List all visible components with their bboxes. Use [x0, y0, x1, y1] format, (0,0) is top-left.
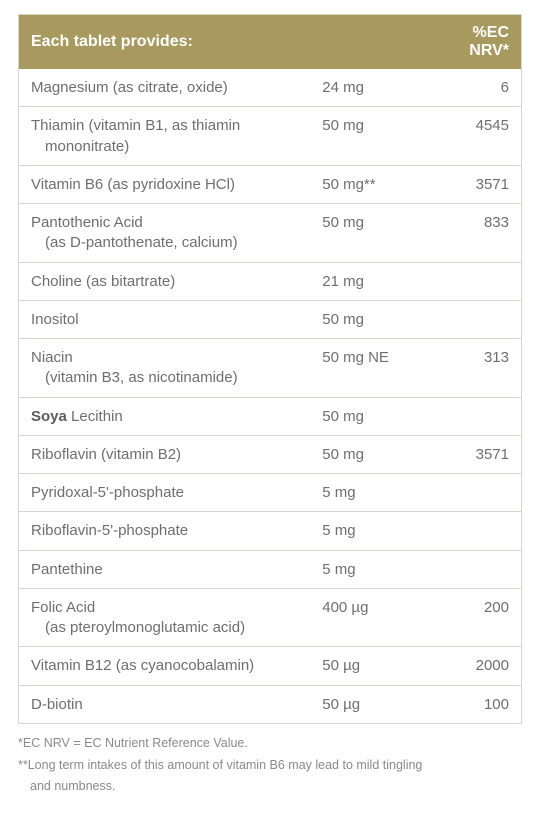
table-row: Soya Lecithin50 mg	[19, 397, 522, 435]
nutrient-nrv	[421, 512, 522, 550]
nutrient-nrv	[421, 262, 522, 300]
nutrient-name: Pyridoxal-5'-phosphate	[19, 474, 311, 512]
nutrient-name: Pantothenic Acid (as D-pantothenate, calc…	[19, 204, 311, 263]
table-row: Pantethine 5 mg	[19, 550, 522, 588]
nutrient-name: Vitamin B6 (as pyridoxine HCl)	[19, 165, 311, 203]
table-row: D-biotin 50 µg100	[19, 685, 522, 723]
table-row: Folic Acid (as pteroylmonoglutamic acid) 4…	[19, 588, 522, 647]
nutrient-name-text: Inositol	[31, 311, 79, 328]
nutrition-table: Each tablet provides: %EC NRV* Magnesium…	[18, 14, 522, 724]
nutrient-amount: 50 µg	[310, 685, 421, 723]
nutrient-name: D-biotin	[19, 685, 311, 723]
footnote-1: *EC NRV = EC Nutrient Reference Value.	[18, 734, 522, 753]
table-row: Thiamin (vitamin B1, as thiamin mononitra…	[19, 107, 522, 166]
footnote-2b: and numbness.	[18, 777, 522, 796]
nutrient-nrv: 100	[421, 685, 522, 723]
nutrient-name-text: Vitamin B12 (as cyanocobalamin)	[31, 657, 254, 674]
nutrient-name-sub: (as pteroylmonoglutamic acid)	[31, 618, 298, 638]
nutrient-nrv	[421, 550, 522, 588]
nutrient-name-sub: (as D-pantothenate, calcium)	[31, 233, 298, 253]
nutrient-name: Riboflavin-5'-phosphate	[19, 512, 311, 550]
header-left: Each tablet provides:	[19, 15, 421, 70]
nutrient-name-sub: (vitamin B3, as nicotinamide)	[31, 368, 298, 388]
table-row: Pantothenic Acid (as D-pantothenate, calc…	[19, 204, 522, 263]
nutrient-name-text: Pyridoxal-5'-phosphate	[31, 484, 184, 501]
nutrient-name: Inositol	[19, 300, 311, 338]
table-row: Vitamin B12 (as cyanocobalamin) 50 µg2000	[19, 647, 522, 685]
nutrient-amount: 50 mg	[310, 300, 421, 338]
nutrient-name-rest: Lecithin	[67, 408, 123, 425]
nutrient-nrv	[421, 300, 522, 338]
nutrient-name-text: Thiamin (vitamin B1, as thiamin	[31, 117, 240, 134]
nutrient-name: Niacin (vitamin B3, as nicotinamide)	[19, 339, 311, 398]
nutrient-name: Folic Acid (as pteroylmonoglutamic acid)	[19, 588, 311, 647]
nutrient-amount: 50 mg	[310, 397, 421, 435]
table-row: Niacin (vitamin B3, as nicotinamide) 50 mg…	[19, 339, 522, 398]
nutrient-name-text: Folic Acid	[31, 599, 95, 616]
nutrient-name-text: D-biotin	[31, 696, 83, 713]
nutrient-amount: 50 mg	[310, 107, 421, 166]
nutrient-amount: 50 mg**	[310, 165, 421, 203]
nutrient-name-text: Magnesium (as citrate, oxide)	[31, 79, 228, 96]
nutrient-amount: 5 mg	[310, 474, 421, 512]
nutrient-nrv: 2000	[421, 647, 522, 685]
nutrient-nrv: 833	[421, 204, 522, 263]
footnotes: *EC NRV = EC Nutrient Reference Value. *…	[18, 734, 522, 796]
nutrient-name: Thiamin (vitamin B1, as thiamin mononitra…	[19, 107, 311, 166]
header-right: %EC NRV*	[421, 15, 522, 70]
nutrient-name: Pantethine	[19, 550, 311, 588]
table-row: Vitamin B6 (as pyridoxine HCl) 50 mg**357…	[19, 165, 522, 203]
table-row: Riboflavin-5'-phosphate 5 mg	[19, 512, 522, 550]
nutrient-nrv: 313	[421, 339, 522, 398]
nutrient-name-bold: Soya	[31, 408, 67, 425]
nutrient-amount: 21 mg	[310, 262, 421, 300]
nutrient-nrv: 3571	[421, 435, 522, 473]
table-row: Choline (as bitartrate) 21 mg	[19, 262, 522, 300]
nutrient-name-text: Choline (as bitartrate)	[31, 273, 175, 290]
nutrient-amount: 50 µg	[310, 647, 421, 685]
nutrient-name-text: Riboflavin (vitamin B2)	[31, 446, 181, 463]
nutrient-name-text: Vitamin B6 (as pyridoxine HCl)	[31, 176, 235, 193]
nutrient-nrv: 200	[421, 588, 522, 647]
nutrient-amount: 24 mg	[310, 69, 421, 107]
nutrient-nrv	[421, 397, 522, 435]
nutrient-name-text: Pantothenic Acid	[31, 214, 143, 231]
nutrient-name-sub: mononitrate)	[31, 137, 298, 157]
nutrient-name: Magnesium (as citrate, oxide)	[19, 69, 311, 107]
nutrient-amount: 400 µg	[310, 588, 421, 647]
nutrient-name-text: Pantethine	[31, 561, 103, 578]
nutrient-amount: 5 mg	[310, 512, 421, 550]
table-row: Pyridoxal-5'-phosphate 5 mg	[19, 474, 522, 512]
table-header-row: Each tablet provides: %EC NRV*	[19, 15, 522, 70]
footnote-2a: **Long term intakes of this amount of vi…	[18, 756, 522, 775]
nutrient-name-text: Niacin	[31, 349, 73, 366]
nutrient-amount: 50 mg NE	[310, 339, 421, 398]
table-row: Riboflavin (vitamin B2) 50 mg3571	[19, 435, 522, 473]
table-row: Magnesium (as citrate, oxide) 24 mg6	[19, 69, 522, 107]
nutrient-amount: 50 mg	[310, 435, 421, 473]
nutrient-nrv: 3571	[421, 165, 522, 203]
nutrient-name-text: Riboflavin-5'-phosphate	[31, 522, 188, 539]
nutrient-name: Riboflavin (vitamin B2)	[19, 435, 311, 473]
nutrient-name: Soya Lecithin	[19, 397, 311, 435]
nutrient-name: Vitamin B12 (as cyanocobalamin)	[19, 647, 311, 685]
nutrient-amount: 50 mg	[310, 204, 421, 263]
nutrient-nrv: 4545	[421, 107, 522, 166]
table-row: Inositol 50 mg	[19, 300, 522, 338]
nutrient-nrv	[421, 474, 522, 512]
nutrient-amount: 5 mg	[310, 550, 421, 588]
nutrient-nrv: 6	[421, 69, 522, 107]
nutrient-name: Choline (as bitartrate)	[19, 262, 311, 300]
